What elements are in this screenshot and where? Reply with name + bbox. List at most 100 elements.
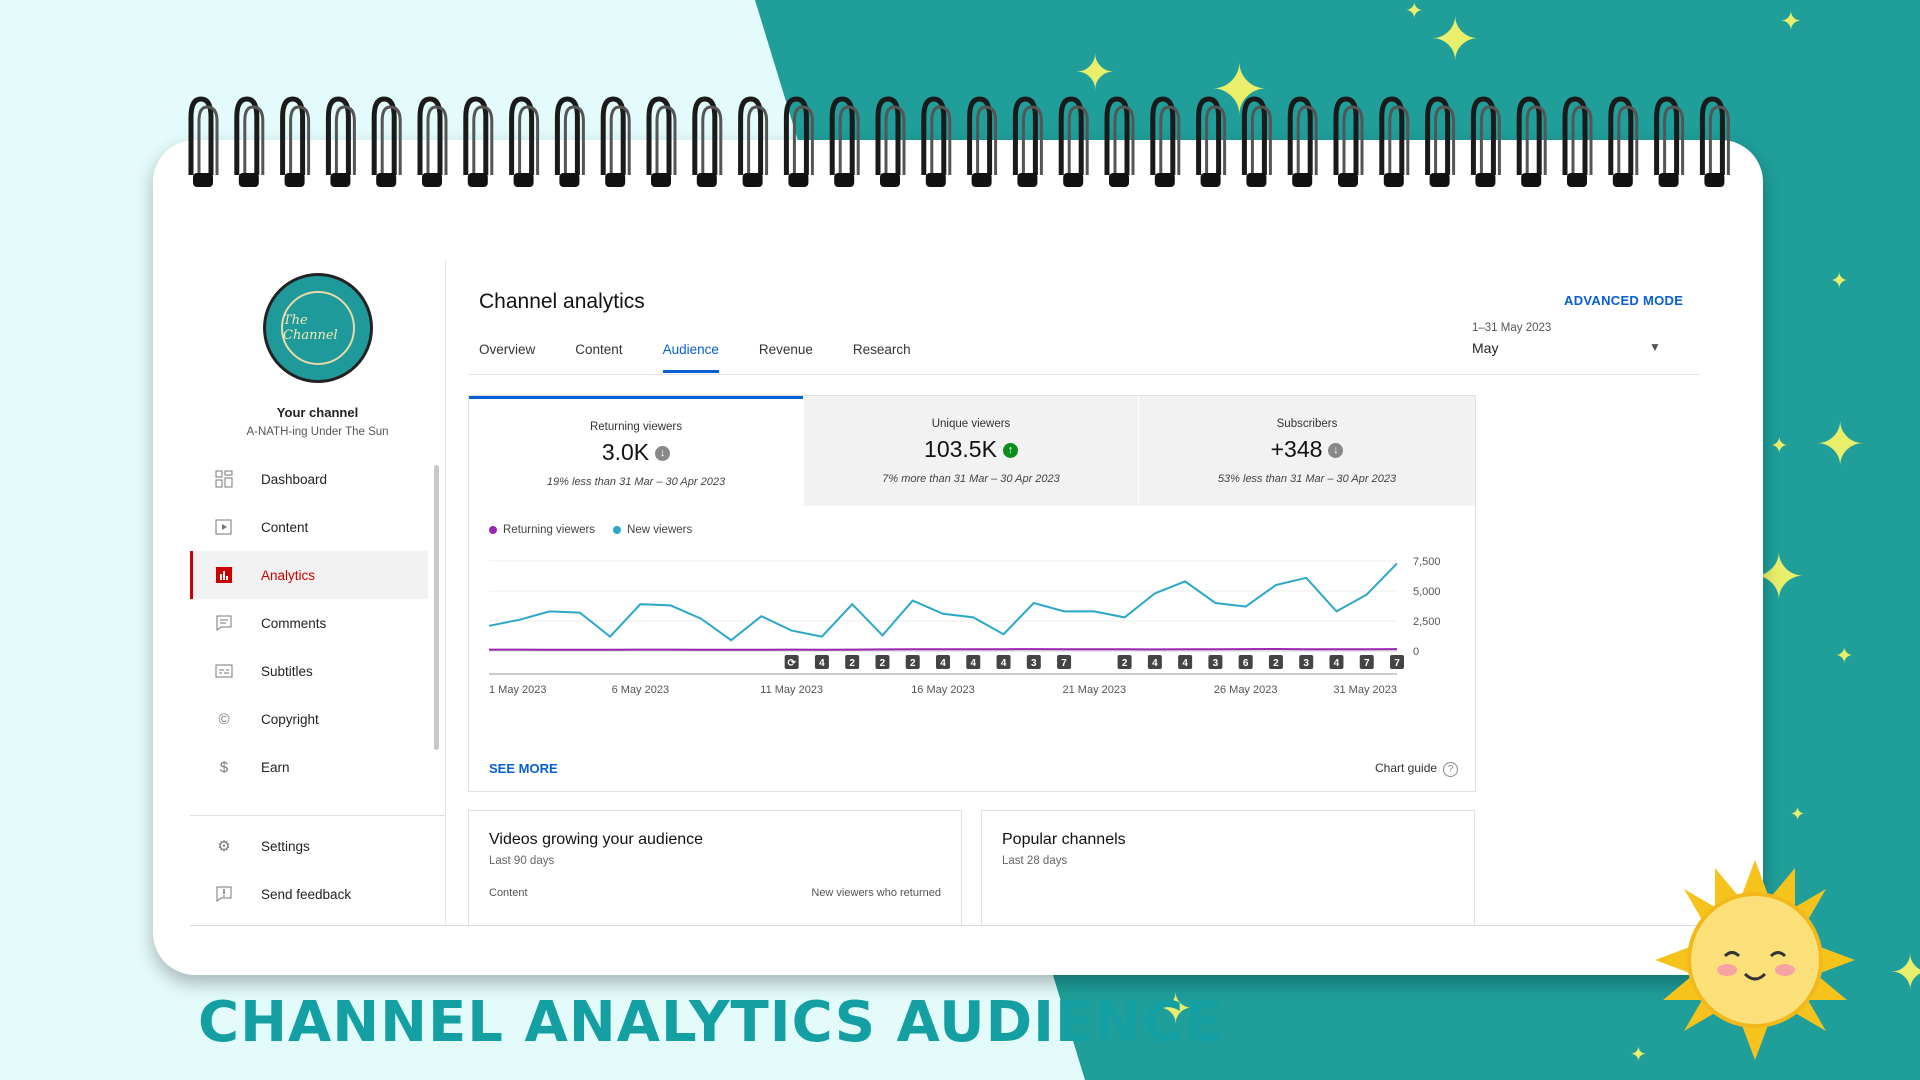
- tab-revenue[interactable]: Revenue: [758, 342, 813, 357]
- footer-title: CHANNEL ANALYTICS AUDIENCE: [198, 990, 1224, 1055]
- event-marker: [1268, 655, 1283, 669]
- channel-name: A-NATH-ing Under The Sun: [246, 426, 389, 438]
- chart-legend: Returning viewers New viewers: [489, 524, 710, 536]
- spiral-ring: [692, 96, 723, 187]
- metric-value-text: +348: [1270, 436, 1323, 462]
- event-marker: [1117, 655, 1132, 669]
- tab-overview[interactable]: Overview: [479, 342, 536, 357]
- spiral-ring: [921, 96, 952, 187]
- event-marker-label: 2: [1122, 658, 1128, 669]
- date-range-label[interactable]: 1–31 May 2023: [1472, 322, 1552, 334]
- spiral-ring: [371, 96, 402, 187]
- y-tick-label: 0: [1413, 646, 1419, 658]
- analytics-icon: [214, 565, 234, 585]
- sidebar-item-label: Subtitles: [261, 663, 313, 679]
- x-tick-label: 11 May 2023: [760, 684, 823, 696]
- metric-value-text: 103.5K: [924, 436, 997, 462]
- tab-bar: Overview Content Audience Revenue Resear…: [479, 328, 951, 373]
- metric-subscribers[interactable]: Subscribers +348 ↓ 53% less than 31 Mar –…: [1139, 396, 1475, 506]
- metric-value: 103.5K ↑: [804, 436, 1138, 463]
- event-marker-label: 4: [1182, 658, 1188, 669]
- sidebar-item-subtitles[interactable]: Subtitles: [190, 647, 428, 695]
- sun-icon: [1655, 860, 1855, 1060]
- dropdown-arrow-icon[interactable]: ▼: [1649, 340, 1661, 354]
- sidebar-item-settings[interactable]: ⚙ Settings: [190, 822, 428, 870]
- x-tick-label: 26 May 2023: [1214, 684, 1278, 696]
- date-range-value[interactable]: May: [1472, 340, 1499, 356]
- sidebar-item-earn[interactable]: $ Earn: [190, 743, 428, 791]
- advanced-mode-button[interactable]: ADVANCED MODE: [1564, 293, 1684, 308]
- event-marker-label: 7: [1394, 658, 1400, 669]
- sidebar-item-dashboard[interactable]: Dashboard: [190, 455, 428, 503]
- spiral-ring: [188, 96, 219, 187]
- sparkle-icon: ✦: [1430, 6, 1481, 73]
- event-marker-label: 4: [970, 658, 976, 669]
- sidebar-item-label: Analytics: [261, 567, 316, 583]
- spiral-ring: [1654, 96, 1685, 187]
- analytics-screenshot: The Channel Your channel A-NATH-ing Unde…: [190, 260, 1730, 926]
- your-channel-label: Your channel: [276, 405, 359, 420]
- event-marker-label: 2: [910, 658, 916, 669]
- metric-unique-viewers[interactable]: Unique viewers 103.5K ↑ 7% more than 31 M…: [804, 396, 1138, 506]
- sidebar-item-label: Copyright: [261, 711, 319, 727]
- event-marker: [1178, 655, 1193, 669]
- event-marker-label: 3: [1213, 658, 1219, 669]
- spiral-ring: [875, 96, 906, 187]
- metric-returning-viewers[interactable]: Returning viewers 3.0K ↓ 19% less than 31…: [469, 396, 803, 506]
- help-icon: ?: [1443, 762, 1459, 777]
- series-line-new-viewers: [488, 562, 1398, 642]
- tab-audience[interactable]: Audience: [662, 328, 720, 373]
- spiral-ring: [1104, 96, 1135, 187]
- tab-content[interactable]: Content: [575, 342, 623, 357]
- sidebar-bottom-nav: ⚙ Settings Send feedback: [190, 822, 428, 918]
- series-line-returning-viewers: [489, 647, 1398, 651]
- sidebar-item-comments[interactable]: Comments: [190, 599, 428, 647]
- x-tick-label: 21 May 2023: [1063, 684, 1127, 696]
- sidebar-item-analytics[interactable]: Analytics: [190, 551, 428, 599]
- tab-research[interactable]: Research: [852, 342, 911, 357]
- sidebar-item-label: Comments: [261, 615, 327, 631]
- event-marker-label: 3: [1303, 658, 1309, 669]
- column-header: Content: [489, 887, 528, 899]
- chart-guide-link[interactable]: Chart guide?: [1375, 761, 1459, 777]
- tabs-divider: [468, 374, 1700, 375]
- event-marker-label: 6: [1243, 658, 1249, 669]
- spiral-ring: [325, 96, 356, 187]
- x-tick-label: 31 May 2023: [1333, 684, 1397, 696]
- spiral-ring: [1196, 96, 1227, 187]
- notebook-card: The Channel Your channel A-NATH-ing Unde…: [153, 140, 1763, 975]
- legend-item-returning[interactable]: Returning viewers: [489, 524, 595, 536]
- spiral-ring: [1699, 96, 1730, 187]
- videos-growing-card: Videos growing your audience Last 90 day…: [468, 810, 962, 925]
- legend-item-new[interactable]: New viewers: [613, 524, 692, 536]
- settings-icon: ⚙: [217, 838, 231, 855]
- metric-label: Returning viewers: [589, 421, 683, 433]
- metric-label: Subscribers: [1276, 418, 1338, 430]
- spiral-ring: [783, 96, 814, 187]
- event-marker-label: 4: [1152, 658, 1158, 669]
- spiral-ring: [1058, 96, 1089, 187]
- sidebar-item-send-feedback[interactable]: Send feedback: [190, 870, 428, 918]
- event-marker-label: ⟳: [787, 658, 796, 669]
- event-marker: [1299, 655, 1314, 669]
- sparkle-icon: ✦: [1770, 433, 1789, 458]
- spiral-ring: [1608, 96, 1639, 187]
- spiral-ring: [1516, 96, 1547, 187]
- sidebar-item-content[interactable]: Content: [190, 503, 428, 551]
- see-more-link[interactable]: SEE MORE: [489, 761, 558, 776]
- spiral-ring: [234, 96, 265, 187]
- spiral-ring: [1562, 96, 1593, 187]
- sparkle-icon: ✦: [1815, 411, 1866, 478]
- legend-label: New viewers: [627, 524, 693, 536]
- sidebar-scrollbar[interactable]: [434, 465, 439, 750]
- spiral-ring: [509, 96, 540, 187]
- x-tick-label: 1 May 2023: [489, 684, 546, 696]
- event-marker: [1329, 655, 1344, 669]
- channel-avatar[interactable]: The Channel: [263, 273, 373, 383]
- event-marker-label: 2: [1273, 658, 1279, 669]
- event-marker: [1026, 655, 1041, 669]
- event-marker: [936, 655, 950, 669]
- sparkle-icon: ✦: [1790, 804, 1806, 824]
- sidebar-item-label: Dashboard: [261, 471, 328, 487]
- sidebar-item-copyright[interactable]: © Copyright: [190, 695, 428, 743]
